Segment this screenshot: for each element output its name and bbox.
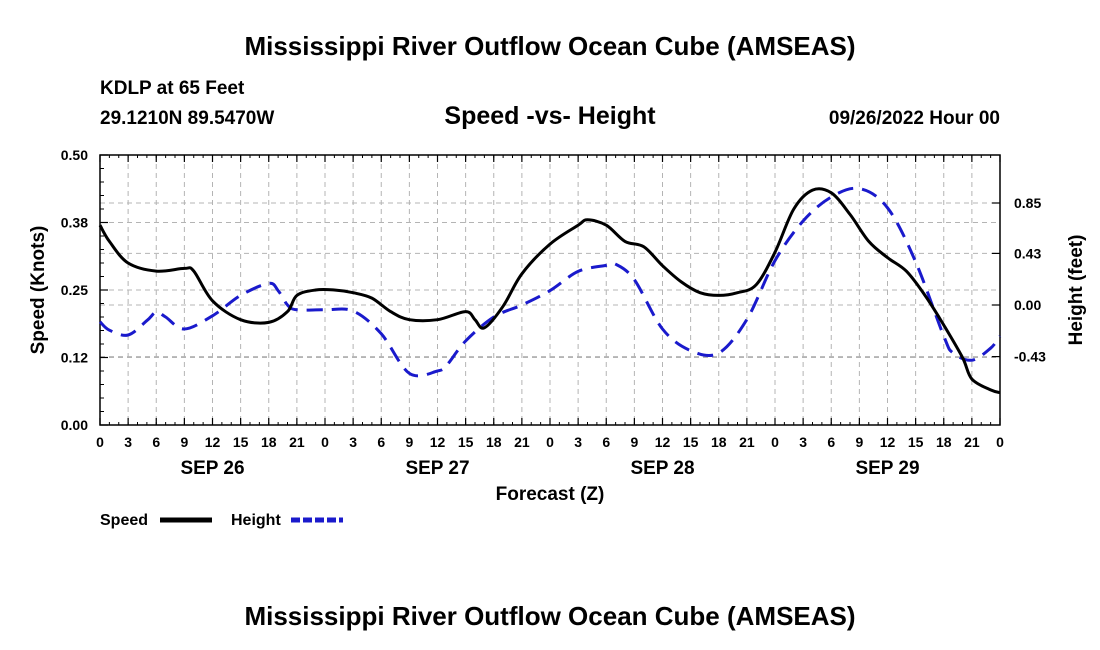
x-tick-label: 9 bbox=[630, 434, 638, 450]
x-tick-label: 15 bbox=[908, 434, 924, 450]
axis-ticks bbox=[99, 154, 1001, 426]
series-height-line bbox=[98, 186, 1002, 378]
x-tick-label: 9 bbox=[405, 434, 413, 450]
x-tick-label: 6 bbox=[152, 434, 160, 450]
legend-height-label: Height bbox=[231, 512, 281, 529]
legend-speed-label: Speed bbox=[100, 512, 148, 529]
y-tick-label: 0.38 bbox=[61, 215, 88, 231]
x-tick-label: 0 bbox=[996, 434, 1004, 450]
x-tick-label: 0 bbox=[546, 434, 554, 450]
day-label: SEP 27 bbox=[405, 458, 469, 479]
footer-title: Mississippi River Outflow Ocean Cube (AM… bbox=[244, 601, 855, 631]
x-tick-label: 12 bbox=[430, 434, 446, 450]
x-tick-label: 12 bbox=[205, 434, 221, 450]
x-tick-label: 18 bbox=[936, 434, 952, 450]
y-tick-label: 0.00 bbox=[61, 417, 88, 433]
chart-title: Speed -vs- Height bbox=[444, 102, 656, 130]
x-tick-label: 15 bbox=[458, 434, 474, 450]
station-coords: 29.1210N 89.5470W bbox=[100, 108, 274, 129]
x-tick-label: 3 bbox=[574, 434, 582, 450]
x-tick-label: 6 bbox=[602, 434, 610, 450]
y-tick-label: 0.25 bbox=[61, 282, 88, 298]
y-axis-title: Speed (Knots) bbox=[28, 226, 49, 355]
x-tick-labels: 0 3 6 9 12 15 18 21 0 3 6 9 12 15 18 21 0 3 6 9 12 15 18 21 0 3 6 9… bbox=[96, 434, 1004, 450]
day-labels: SEP 26 SEP 27 SEP 28 SEP 29 bbox=[180, 458, 919, 479]
y2-tick-label: 0.85 bbox=[1014, 195, 1041, 211]
x-tick-label: 15 bbox=[683, 434, 699, 450]
x-tick-label: 0 bbox=[96, 434, 104, 450]
y2-tick-label: -0.43 bbox=[1014, 349, 1046, 365]
day-label: SEP 28 bbox=[630, 458, 694, 479]
x-tick-label: 6 bbox=[377, 434, 385, 450]
y2-tick-labels: 0.85 0.43 0.00 -0.43 bbox=[1014, 195, 1046, 365]
x-tick-label: 0 bbox=[771, 434, 779, 450]
page-title: Mississippi River Outflow Ocean Cube (AM… bbox=[244, 31, 855, 61]
x-tick-label: 3 bbox=[349, 434, 357, 450]
x-tick-label: 3 bbox=[799, 434, 807, 450]
x-tick-label: 21 bbox=[289, 434, 305, 450]
x-tick-label: 9 bbox=[180, 434, 188, 450]
x-tick-label: 9 bbox=[855, 434, 863, 450]
x-tick-label: 18 bbox=[261, 434, 277, 450]
x-tick-label: 12 bbox=[655, 434, 671, 450]
station-name: KDLP at 65 Feet bbox=[100, 78, 245, 99]
x-tick-label: 6 bbox=[827, 434, 835, 450]
grid bbox=[100, 155, 1000, 425]
x-tick-label: 0 bbox=[321, 434, 329, 450]
x-axis-title: Forecast (Z) bbox=[496, 484, 605, 505]
day-label: SEP 26 bbox=[180, 458, 244, 479]
y2-tick-label: 0.00 bbox=[1014, 297, 1041, 313]
x-tick-label: 21 bbox=[739, 434, 755, 450]
y-tick-label: 0.12 bbox=[61, 350, 88, 366]
day-label: SEP 29 bbox=[855, 458, 919, 479]
y-tick-labels: 0.00 0.12 0.25 0.38 0.50 bbox=[61, 147, 88, 433]
x-tick-label: 3 bbox=[124, 434, 132, 450]
x-tick-label: 21 bbox=[964, 434, 980, 450]
series-layer bbox=[98, 186, 1002, 395]
x-tick-label: 12 bbox=[880, 434, 896, 450]
y2-axis-title: Height (feet) bbox=[1066, 235, 1087, 346]
y2-tick-label: 0.43 bbox=[1014, 245, 1041, 261]
x-tick-label: 18 bbox=[711, 434, 727, 450]
x-tick-label: 21 bbox=[514, 434, 530, 450]
x-tick-label: 15 bbox=[233, 434, 249, 450]
y-tick-label: 0.50 bbox=[61, 147, 88, 163]
x-tick-label: 18 bbox=[486, 434, 502, 450]
legend: Speed Height bbox=[100, 512, 343, 529]
series-speed-line bbox=[98, 187, 1001, 395]
run-time: 09/26/2022 Hour 00 bbox=[829, 108, 1000, 129]
